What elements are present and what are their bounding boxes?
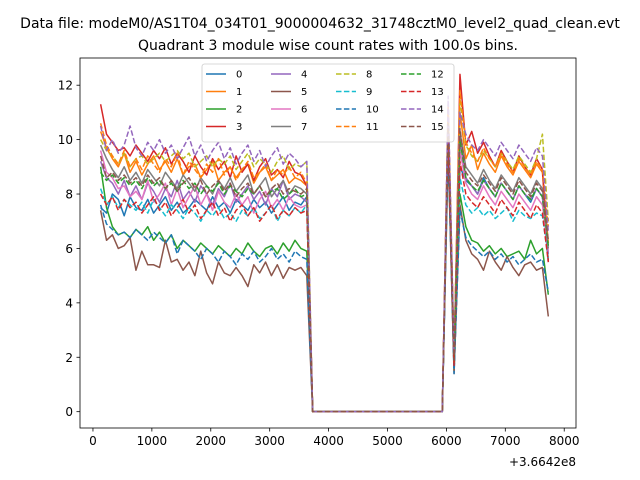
x-tick-label: 4000 <box>313 434 344 448</box>
x-axis-offset-label: +3.6642e8 <box>509 455 576 469</box>
x-tick-label: 0 <box>89 434 97 448</box>
x-tick-label: 3000 <box>254 434 285 448</box>
legend-label-6: 6 <box>301 105 307 116</box>
y-tick-label: 10 <box>58 133 73 147</box>
legend-label-14: 14 <box>431 105 444 116</box>
legend-label-4: 4 <box>301 70 307 81</box>
legend-label-9: 9 <box>366 87 372 98</box>
legend-label-12: 12 <box>431 70 444 81</box>
legend-label-0: 0 <box>236 70 242 81</box>
legend-label-3: 3 <box>236 122 242 133</box>
legend-label-1: 1 <box>236 87 242 98</box>
legend-label-2: 2 <box>236 105 242 116</box>
x-tick-label: 1000 <box>137 434 168 448</box>
y-tick-label: 0 <box>65 405 73 419</box>
y-tick-label: 6 <box>65 242 73 256</box>
x-tick-label: 5000 <box>372 434 403 448</box>
series-line-13 <box>99 136 550 413</box>
legend-box <box>201 63 455 143</box>
figure-suptitle: Data file: modeM0/AS1T04_034T01_90000046… <box>20 16 620 32</box>
axes-frame <box>79 57 577 429</box>
series-line-14 <box>99 95 550 413</box>
series-line-15 <box>99 122 550 413</box>
legend-label-7: 7 <box>301 122 307 133</box>
x-tick-label: 2000 <box>196 434 227 448</box>
y-tick-label: 4 <box>65 296 73 310</box>
legend-label-15: 15 <box>431 122 444 133</box>
legend-label-10: 10 <box>366 105 379 116</box>
legend-label-11: 11 <box>366 122 379 133</box>
y-tick-label: 2 <box>65 351 73 365</box>
y-tick-label: 8 <box>65 188 73 202</box>
y-tick-label: 12 <box>58 79 73 93</box>
series-lines <box>99 73 550 413</box>
x-tick-label: 8000 <box>549 434 580 448</box>
legend-label-5: 5 <box>301 87 307 98</box>
chart-title: Quadrant 3 module wise count rates with … <box>138 38 518 54</box>
y-axis: 0 2 4 6 8 10 12 <box>58 79 80 419</box>
legend-label-13: 13 <box>431 87 444 98</box>
legend-label-8: 8 <box>366 70 372 81</box>
x-axis: 0 1000 2000 3000 4000 5000 6000 7000 8000 <box>89 428 579 448</box>
x-tick-label: 6000 <box>431 434 462 448</box>
x-tick-label: 7000 <box>490 434 521 448</box>
